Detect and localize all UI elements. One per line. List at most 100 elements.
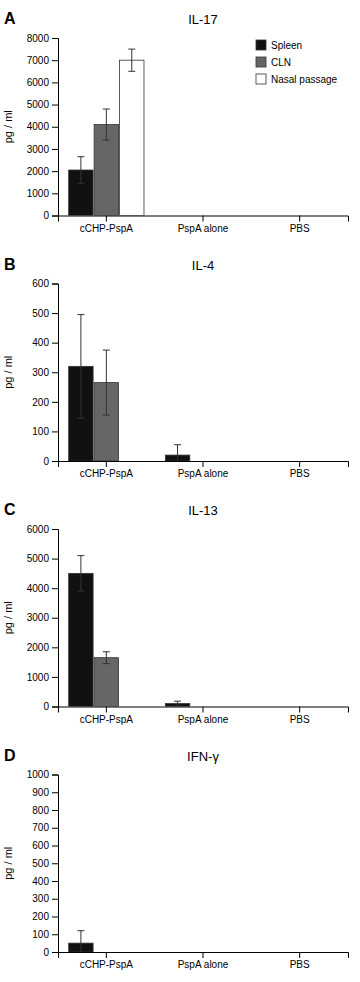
tick-mark: [203, 707, 204, 713]
plot-area: 0100020003000400050006000cCHP-PspAPspA a…: [2, 501, 349, 725]
tick-label: 400: [32, 337, 49, 348]
tick-mark: [52, 461, 58, 462]
tick-label: 300: [32, 893, 49, 904]
tick: PBS: [290, 216, 310, 234]
error-bar: [128, 49, 135, 71]
panel-label: A: [4, 10, 16, 27]
axis-line: [52, 284, 59, 462]
tick: 4000: [27, 121, 58, 132]
panel: 0100020003000400050006000cCHP-PspAPspA a…: [2, 501, 349, 725]
axis-line: [52, 775, 59, 953]
tick-label: 600: [32, 840, 49, 851]
tick-label: PBS: [290, 714, 310, 725]
legend-item: CLN: [256, 57, 291, 68]
tick-mark: [52, 216, 58, 217]
tick-label: cCHP-PspA: [80, 959, 134, 970]
tick-label: 2000: [27, 166, 50, 177]
bar: [191, 706, 215, 707]
marks: [69, 315, 190, 461]
bar: [120, 60, 144, 215]
bar: [216, 952, 240, 953]
bar: [262, 706, 286, 707]
tick: PBS: [290, 952, 310, 970]
panel-label: D: [4, 747, 16, 764]
bar: [287, 952, 311, 953]
tick-label: PspA alone: [178, 959, 229, 970]
tick-label: cCHP-PspA: [80, 714, 134, 725]
tick-label: 0: [43, 701, 49, 712]
bar-series: [69, 315, 190, 461]
bar: [69, 573, 93, 706]
axis-title: pg / ml: [2, 847, 14, 880]
error-bar: [174, 445, 181, 461]
tick: 100: [32, 929, 58, 940]
tick-mark: [52, 431, 58, 432]
tick-label: 200: [32, 397, 49, 408]
tick-mark: [299, 707, 300, 713]
bar: [120, 706, 144, 707]
tick: 400: [32, 337, 58, 348]
tick-mark: [203, 216, 204, 222]
tick: 1000: [27, 672, 58, 683]
tick-label: 2000: [27, 642, 50, 653]
x-axis: cCHP-PspA PspA alone PBS: [59, 952, 349, 970]
bar: [287, 461, 311, 462]
tick: 6000: [27, 524, 58, 535]
tick-label: 500: [32, 308, 49, 319]
axis-line: [59, 462, 349, 468]
tick: 2000: [27, 642, 58, 653]
axis-title: pg / ml: [2, 110, 14, 143]
axis-line: [52, 39, 59, 217]
tick: 3000: [27, 144, 58, 155]
tick: 4000: [27, 583, 58, 594]
tick-label: 5000: [27, 99, 50, 110]
tick: PspA alone: [178, 707, 229, 725]
legend-item: Spleen: [256, 40, 302, 51]
tick-label: cCHP-PspA: [80, 468, 134, 479]
bar-series: [94, 652, 118, 707]
bar: [94, 952, 118, 953]
tick-mark: [52, 677, 58, 678]
tick: 1000: [27, 769, 58, 780]
tick-label: PspA alone: [178, 223, 229, 234]
error-bar: [103, 652, 110, 664]
plot-area: 01002003004005006007008009001000cCHP-Psp…: [2, 747, 349, 971]
tick-mark: [52, 792, 58, 793]
marks: [69, 49, 144, 215]
tick-mark: [203, 952, 204, 958]
tick-mark: [52, 775, 58, 776]
tick: 0: [43, 947, 58, 958]
tick-mark: [52, 38, 58, 39]
tick-mark: [52, 917, 58, 918]
tick: cCHP-PspA: [80, 216, 134, 234]
tick-mark: [106, 707, 107, 713]
tick-label: 0: [43, 456, 49, 467]
bar: [313, 215, 337, 216]
tick-label: 8000: [27, 33, 50, 44]
tick-mark: [299, 216, 300, 222]
tick: 5000: [27, 99, 58, 110]
bar-series: [69, 556, 190, 707]
tick-mark: [52, 559, 58, 560]
bar: [165, 215, 189, 216]
legend-swatch: [256, 40, 266, 50]
axis-line: [52, 530, 59, 708]
tick: 5000: [27, 553, 58, 564]
legend-swatch: [256, 57, 266, 67]
bar-series: [69, 931, 93, 952]
y-axis: 0100200300400500600: [32, 278, 58, 467]
x-axis: cCHP-PspA PspA alone PBS: [59, 707, 349, 725]
tick: cCHP-PspA: [80, 707, 134, 725]
axis-line: [59, 707, 349, 713]
tick-mark: [52, 707, 58, 708]
tick-label: 0: [43, 947, 49, 958]
tick: 6000: [27, 77, 58, 88]
title: IL-4: [192, 258, 214, 273]
title: IL-17: [188, 12, 218, 27]
tick-mark: [52, 647, 58, 648]
tick-mark: [52, 343, 58, 344]
tick-mark: [52, 934, 58, 935]
bar: [287, 706, 311, 707]
tick-label: 100: [32, 426, 49, 437]
x-axis: cCHP-PspAPspA alonePBS: [59, 461, 349, 479]
